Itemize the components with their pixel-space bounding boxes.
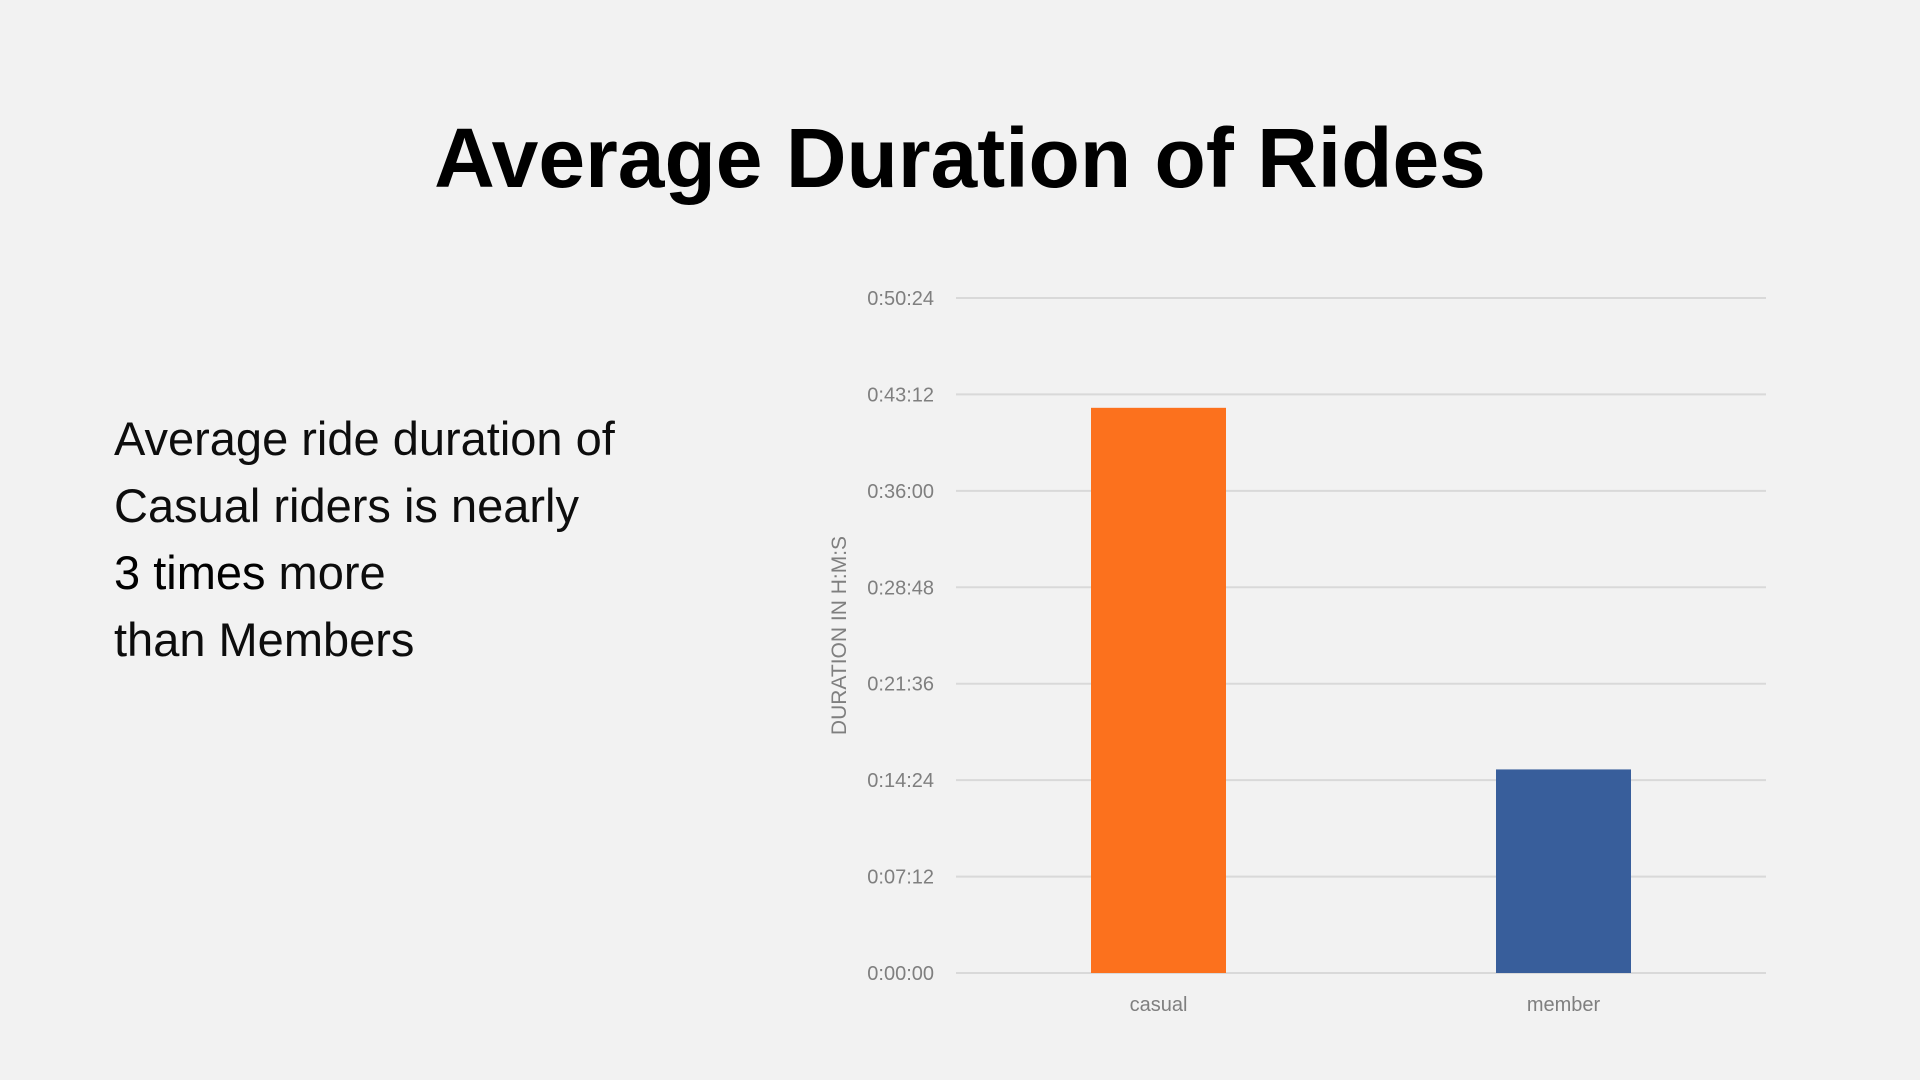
summary-line-2: Casual riders is nearly bbox=[114, 479, 579, 532]
summary-text: Average ride duration of Casual riders i… bbox=[114, 405, 714, 673]
y-tick-label: 0:07:12 bbox=[867, 867, 934, 889]
x-tick-labels: casual member bbox=[1130, 994, 1601, 1016]
x-tick-label: member bbox=[1527, 994, 1601, 1016]
gridlines bbox=[956, 297, 1766, 974]
y-tick-label: 0:50:24 bbox=[867, 288, 934, 310]
bar-casual bbox=[1091, 407, 1226, 974]
y-tick-label: 0:21:36 bbox=[867, 674, 934, 696]
bars bbox=[1091, 407, 1631, 974]
y-tick-label: 0:43:12 bbox=[867, 384, 934, 406]
summary-emphasis: 3 times bbox=[114, 546, 266, 599]
slide-title: Average Duration of Rides bbox=[434, 111, 1486, 205]
y-tick-label: 0:14:24 bbox=[867, 770, 934, 792]
y-axis-label: DURATION IN H:M:S bbox=[828, 536, 851, 735]
x-tick-label: casual bbox=[1130, 994, 1188, 1016]
y-tick-labels: 0:00:00 0:07:12 0:14:24 0:21:36 0:28:48 0:36:… bbox=[867, 288, 934, 985]
y-tick-label: 0:00:00 bbox=[867, 963, 934, 985]
y-tick-label: 0:28:48 bbox=[867, 577, 934, 599]
y-tick-label: 0:36:00 bbox=[867, 481, 934, 503]
summary-line-1: Average ride duration of bbox=[114, 412, 615, 465]
bar-member bbox=[1496, 769, 1631, 973]
summary-line-3-rest: more bbox=[265, 546, 386, 599]
summary-line-4: than Members bbox=[114, 613, 415, 666]
summary-line-3: 3 times more bbox=[114, 539, 714, 606]
